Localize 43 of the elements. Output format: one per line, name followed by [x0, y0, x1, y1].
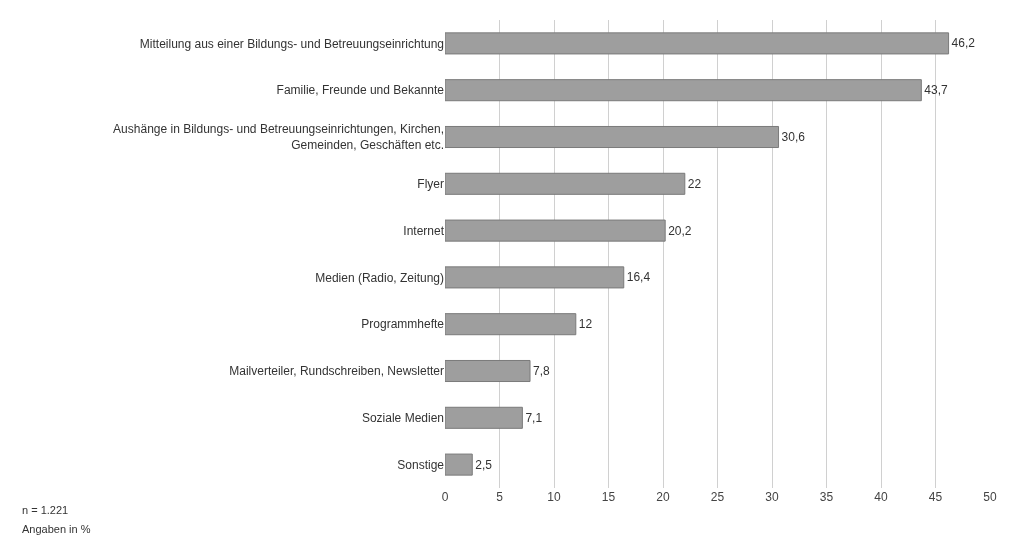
data-label: 30,6: [781, 130, 806, 144]
x-tick-label: 25: [710, 490, 725, 504]
x-tick-label: 15: [601, 490, 616, 504]
x-tick-label: 10: [547, 490, 561, 504]
y-tick-label: Soziale Medien: [361, 411, 444, 425]
y-tick-label: Familie, Freunde und Bekannte: [276, 83, 445, 98]
x-tick-label: 5: [496, 490, 504, 504]
data-label: 7,8: [533, 364, 551, 378]
data-label: 7,1: [525, 410, 543, 425]
y-tick-label: Sonstige: [397, 457, 445, 472]
x-tick-label: 35: [819, 490, 834, 504]
y-tick-label: Internet: [403, 223, 445, 238]
data-label: 22: [687, 176, 702, 191]
y-tick-label: Flyer: [417, 177, 444, 191]
bar: [445, 313, 577, 336]
bar: [445, 172, 686, 195]
bar: [445, 406, 523, 429]
bar: [445, 32, 950, 55]
bar: [445, 79, 922, 102]
x-tick-label: 40: [874, 490, 888, 504]
y-tick-label: Mailverteiler, Rundschreiben, Newsletter: [229, 364, 444, 379]
data-label: 46,2: [951, 36, 976, 51]
y-tick-label: Medien (Radio, Zeitung): [315, 270, 444, 285]
data-label: 12: [578, 317, 593, 332]
y-tick-label: Aushänge in Bildungs- und Betreuungseinrichtungen, Kirchen, Gemeinden, Geschäften etc.: [113, 122, 444, 152]
bar: [445, 359, 531, 383]
text: n = 1.221: [22, 504, 69, 516]
bar: [445, 125, 780, 149]
data-label: 43,7: [924, 83, 949, 98]
data-label: 2,5: [475, 457, 493, 472]
data-label: 16,4: [626, 270, 651, 285]
data-label: 20,2: [668, 223, 692, 238]
x-tick-label: 0: [441, 490, 449, 504]
y-tick-label: Mitteilung aus einer Bildungs- und Betreuungseinrichtung: [139, 36, 444, 51]
bar: [445, 453, 473, 476]
text: Angaben in %: [22, 523, 91, 535]
x-tick-label: 20: [656, 490, 670, 504]
x-tick-label: 45: [928, 490, 943, 504]
bar: [445, 219, 666, 242]
bar: [445, 266, 625, 289]
x-tick-label: 50: [983, 490, 997, 504]
x-tick-label: 30: [765, 490, 779, 504]
y-tick-label: Programmhefte: [361, 317, 445, 332]
